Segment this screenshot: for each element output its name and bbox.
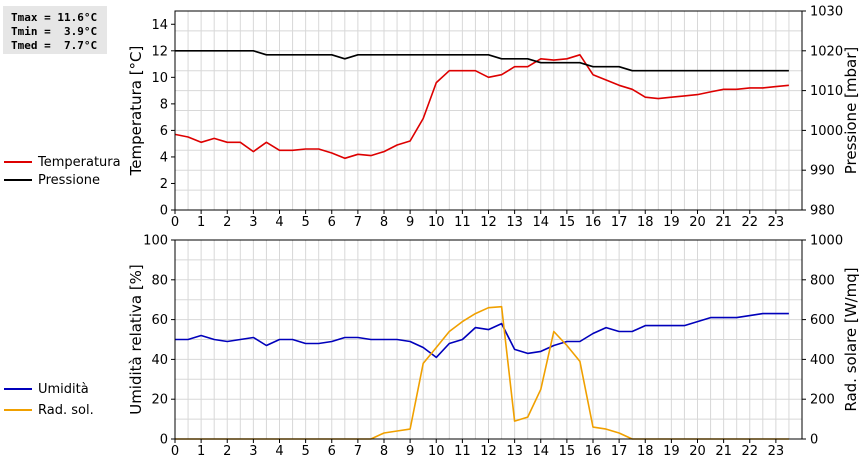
y-left-tick-label: 4	[160, 150, 168, 165]
x-tick-label: 10	[428, 444, 445, 459]
x-tick-label: 13	[506, 215, 523, 230]
stat-tmax: Tmax = 11.6°C	[11, 11, 97, 24]
x-tick-label: 22	[741, 215, 758, 230]
y-right-tick-label: 1010	[810, 84, 843, 99]
x-tick-label: 23	[768, 444, 785, 459]
legend-bottom-chart: Umidità Rad. sol.	[4, 382, 94, 418]
y-left-tick-label: 2	[160, 177, 168, 192]
x-tick-label: 16	[585, 215, 602, 230]
x-tick-label: 21	[715, 215, 732, 230]
x-tick-label: 19	[663, 444, 680, 459]
x-tick-label: 8	[380, 215, 388, 230]
x-tick-label: 2	[223, 215, 231, 230]
x-tick-label: 0	[171, 444, 179, 459]
stat-tmed: Tmed = 7.7°C	[11, 39, 97, 52]
x-tick-label: 6	[328, 444, 336, 459]
x-tick-label: 2	[223, 444, 231, 459]
y-right-axis-title: Rad. solare [W/mq]	[842, 267, 860, 411]
legend-label-rad-sol: Rad. sol.	[38, 403, 94, 418]
y-right-tick-label: 1000	[810, 124, 843, 139]
series-line-pressione	[175, 49, 789, 72]
x-tick-label: 13	[506, 444, 523, 459]
y-left-tick-label: 100	[143, 234, 168, 249]
y-left-tick-label: 6	[160, 124, 168, 139]
x-tick-label: 20	[689, 444, 706, 459]
y-left-tick-label: 8	[160, 97, 168, 112]
x-tick-label: 21	[715, 444, 732, 459]
y-left-tick-label: 12	[151, 44, 168, 59]
y-right-tick-label: 980	[810, 204, 835, 219]
y-right-axis-title: Pressione [mbar]	[842, 47, 860, 175]
y-right-tick-label: 1000	[810, 234, 843, 249]
x-tick-label: 17	[611, 444, 628, 459]
x-tick-label: 11	[454, 215, 471, 230]
x-tick-label: 9	[406, 444, 414, 459]
x-tick-label: 14	[532, 215, 549, 230]
x-tick-label: 12	[480, 444, 497, 459]
y-right-tick-label: 0	[810, 433, 818, 448]
x-tick-label: 18	[637, 444, 654, 459]
x-tick-label: 22	[741, 444, 758, 459]
stats-box: Tmax = 11.6°C Tmin = 3.9°C Tmed = 7.7°C	[3, 6, 107, 54]
x-tick-label: 6	[328, 215, 336, 230]
legend-label-temperatura: Temperatura	[37, 155, 121, 170]
x-tick-label: 1	[197, 444, 205, 459]
y-left-axis-title: Temperatura [°C]	[127, 46, 145, 177]
y-right-tick-label: 400	[810, 353, 835, 368]
y-right-tick-label: 1030	[810, 5, 843, 20]
y-left-tick-label: 40	[151, 353, 168, 368]
x-tick-label: 11	[454, 444, 471, 459]
x-tick-label: 15	[559, 215, 576, 230]
x-tick-label: 5	[301, 444, 309, 459]
temperature-pressure-chart: 0 1 2 3 4 5 6 7 8 9 10 11 12 13 14 15 16 17 18 19 20 21 22 2302…	[127, 5, 860, 231]
y-right-tick-label: 990	[810, 164, 835, 179]
y-left-tick-label: 60	[151, 313, 168, 328]
x-tick-label: 4	[275, 444, 283, 459]
x-tick-label: 17	[611, 215, 628, 230]
x-tick-label: 23	[768, 215, 785, 230]
y-left-axis-title: Umidità relativa [%]	[127, 264, 145, 415]
x-tick-label: 10	[428, 215, 445, 230]
x-tick-label: 14	[532, 444, 549, 459]
y-right-tick-label: 600	[810, 313, 835, 328]
legend-label-umidita: Umidità	[38, 382, 89, 397]
stat-tmin: Tmin = 3.9°C	[11, 25, 97, 38]
x-tick-label: 0	[171, 215, 179, 230]
x-tick-label: 8	[380, 444, 388, 459]
x-tick-label: 16	[585, 444, 602, 459]
humidity-radiation-chart: 0 1 2 3 4 5 6 7 8 9 10 11 12 13 14 15 16 17 18 19 20 21 22 2302…	[127, 234, 860, 460]
x-tick-label: 7	[354, 215, 362, 230]
x-tick-label: 19	[663, 215, 680, 230]
y-left-tick-label: 10	[151, 71, 168, 86]
y-right-tick-label: 800	[810, 273, 835, 288]
legend-label-pressione: Pressione	[38, 173, 100, 188]
x-tick-label: 1	[197, 215, 205, 230]
y-left-tick-label: 20	[151, 393, 168, 408]
y-right-tick-label: 1020	[810, 44, 843, 59]
x-tick-label: 3	[249, 444, 257, 459]
x-tick-label: 9	[406, 215, 414, 230]
y-left-tick-label: 0	[160, 433, 168, 448]
series-line-temperatura	[174, 53, 789, 160]
x-tick-label: 18	[637, 215, 654, 230]
x-tick-label: 5	[301, 215, 309, 230]
x-tick-label: 3	[249, 215, 257, 230]
legend-top-chart: Temperatura Pressione	[4, 155, 121, 188]
y-right-tick-label: 200	[810, 393, 835, 408]
x-tick-label: 4	[275, 215, 283, 230]
y-left-tick-label: 80	[151, 273, 168, 288]
x-tick-label: 15	[559, 444, 576, 459]
series-line-umidit	[175, 312, 789, 359]
y-left-tick-label: 0	[160, 204, 168, 219]
x-tick-label: 20	[689, 215, 706, 230]
x-tick-label: 7	[354, 444, 362, 459]
x-tick-label: 12	[480, 215, 497, 230]
y-left-tick-label: 14	[151, 18, 168, 33]
